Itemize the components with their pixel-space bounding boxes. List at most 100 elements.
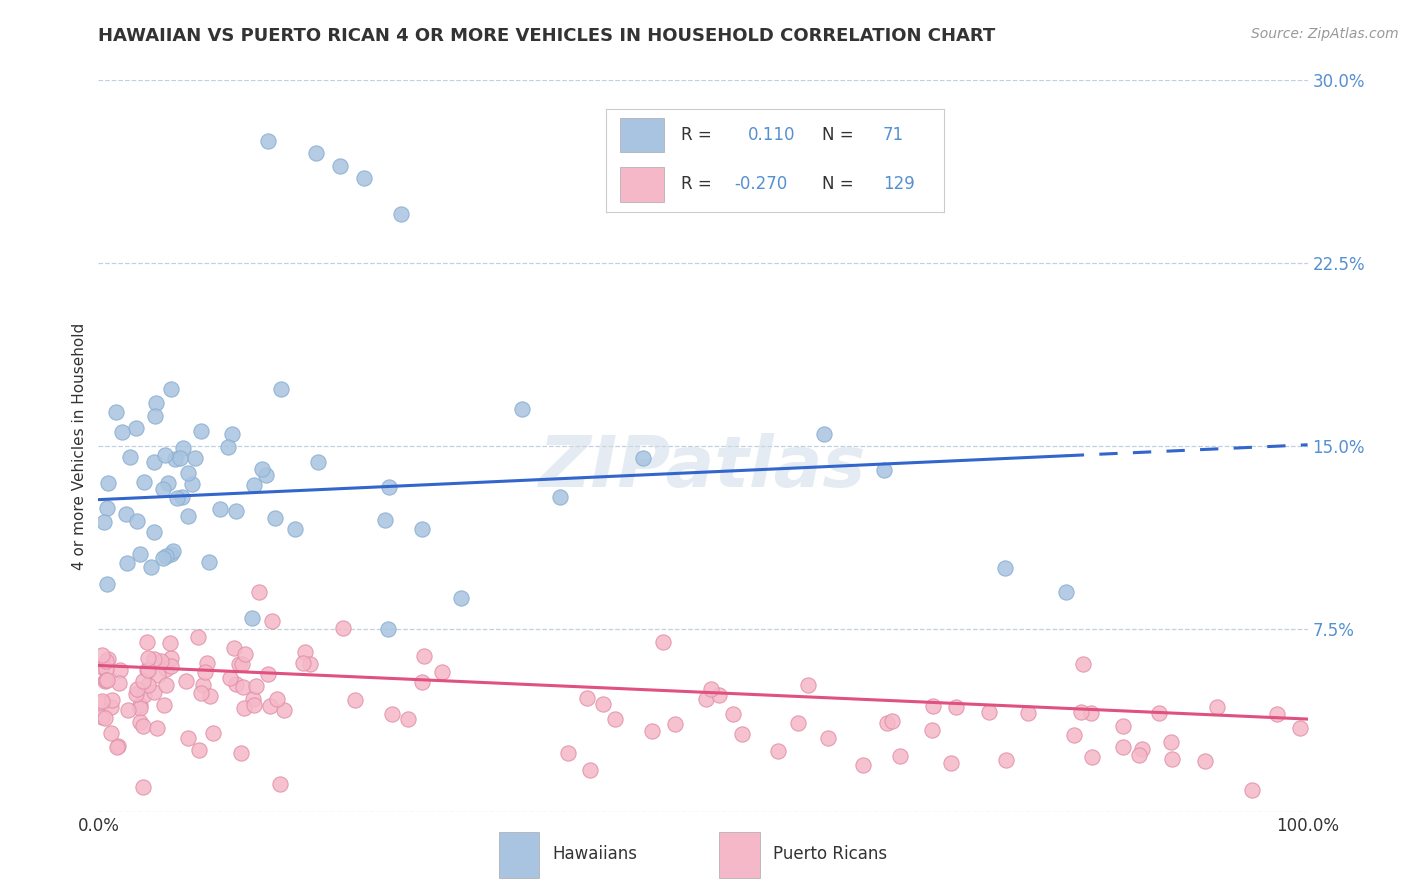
Point — [939, 756, 962, 770]
Point — [190, 686, 212, 700]
Point — [160, 547, 183, 561]
Point — [242, 691, 264, 706]
Point — [139, 560, 162, 574]
Point — [149, 654, 172, 668]
Point — [332, 621, 354, 635]
Point — [134, 688, 156, 702]
Point — [510, 402, 533, 417]
Point — [136, 678, 159, 692]
Point — [921, 723, 943, 737]
Point — [270, 382, 292, 396]
Point — [129, 714, 152, 729]
Text: N =: N = — [823, 175, 853, 194]
Point — [135, 635, 157, 649]
Point — [228, 657, 250, 671]
Point — [143, 652, 166, 666]
Point — [101, 693, 124, 707]
Point — [132, 475, 155, 490]
Point — [190, 425, 212, 439]
Point — [430, 665, 453, 680]
Point — [96, 673, 118, 687]
Point — [111, 425, 134, 439]
Point — [127, 514, 149, 528]
Point — [889, 748, 911, 763]
Point — [1160, 735, 1182, 749]
Point — [155, 678, 177, 692]
Point — [413, 649, 436, 664]
Point — [1128, 747, 1150, 762]
Point — [155, 662, 177, 676]
Point — [91, 710, 114, 724]
Point — [247, 585, 270, 599]
Point — [305, 146, 328, 161]
Point — [152, 482, 174, 496]
Point — [224, 641, 246, 656]
Point — [381, 707, 404, 722]
Point — [1161, 752, 1184, 766]
Point — [117, 703, 139, 717]
Point — [160, 382, 183, 396]
Point — [94, 662, 117, 676]
Point — [221, 427, 243, 442]
Point — [243, 478, 266, 492]
Point — [177, 466, 200, 480]
Point — [273, 702, 295, 716]
Point — [882, 714, 904, 728]
Point — [264, 510, 287, 524]
Point — [377, 622, 399, 636]
Point — [146, 668, 169, 682]
Point — [177, 509, 200, 524]
Point — [631, 451, 654, 466]
Point — [143, 685, 166, 699]
Point — [269, 777, 291, 791]
Point — [166, 491, 188, 506]
Point — [169, 450, 191, 465]
Point — [153, 698, 176, 713]
Point — [152, 550, 174, 565]
Point — [389, 207, 412, 221]
Point — [96, 576, 118, 591]
Point — [245, 679, 267, 693]
Point — [145, 396, 167, 410]
Point — [945, 700, 967, 714]
Text: Hawaiians: Hawaiians — [553, 845, 638, 863]
Point — [640, 724, 662, 739]
Point — [97, 652, 120, 666]
Point — [97, 475, 120, 490]
Point — [242, 698, 264, 713]
Point — [93, 515, 115, 529]
Point — [292, 656, 315, 670]
Text: 129: 129 — [883, 175, 915, 194]
Point — [127, 682, 149, 697]
Text: HAWAIIAN VS PUERTO RICAN 4 OR MORE VEHICLES IN HOUSEHOLD CORRELATION CHART: HAWAIIAN VS PUERTO RICAN 4 OR MORE VEHIC… — [98, 27, 995, 45]
Point — [294, 645, 316, 659]
Point — [172, 442, 194, 456]
Point — [105, 739, 128, 754]
Point — [125, 687, 148, 701]
Point — [994, 753, 1017, 767]
Point — [1073, 657, 1095, 672]
Point — [1080, 706, 1102, 721]
Point — [797, 678, 820, 692]
Point — [195, 656, 218, 670]
Point — [605, 712, 627, 726]
Point — [142, 525, 165, 540]
Point — [132, 719, 155, 733]
Point — [1070, 705, 1092, 719]
Point — [159, 636, 181, 650]
Point — [128, 547, 150, 561]
Point — [700, 681, 723, 696]
Point — [107, 676, 129, 690]
Point — [664, 717, 686, 731]
Text: 0.110: 0.110 — [748, 126, 796, 144]
Point — [731, 727, 754, 741]
Point — [181, 476, 204, 491]
Point — [240, 610, 263, 624]
Point — [162, 544, 184, 558]
Point — [125, 420, 148, 434]
Point — [143, 409, 166, 423]
Point — [143, 455, 166, 469]
Point — [94, 711, 117, 725]
Point — [131, 674, 153, 689]
Point — [129, 701, 152, 715]
